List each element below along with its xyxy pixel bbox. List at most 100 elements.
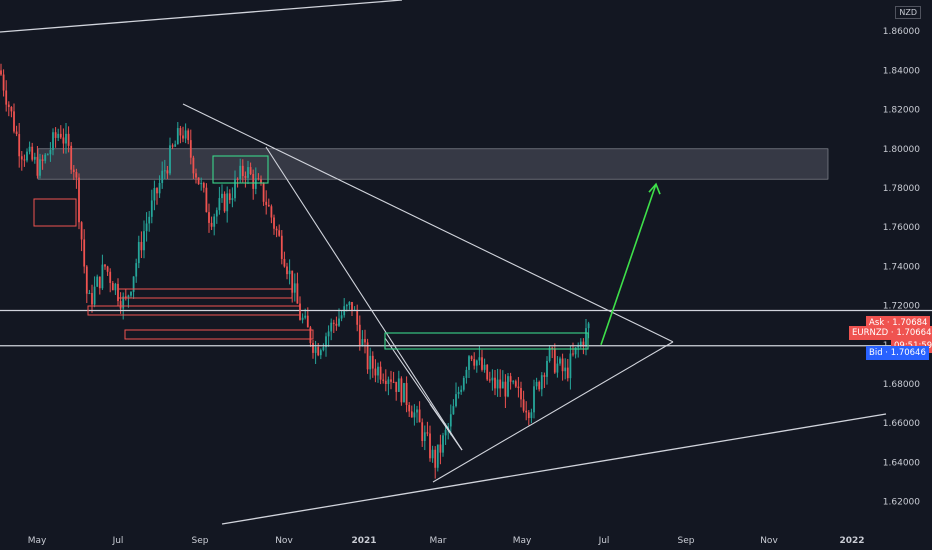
candle-body [421, 422, 424, 441]
candle-body [228, 193, 231, 200]
time-axis[interactable]: May Jul Sep Nov 2021 Mar May Jul Sep Nov 2022 [28, 536, 865, 546]
candle-body [468, 356, 470, 370]
candle-body [59, 133, 62, 138]
candle-body [345, 305, 348, 307]
candle-body [501, 381, 504, 389]
candle-body [96, 276, 99, 287]
candle-body [275, 228, 278, 231]
candle-body [317, 347, 320, 356]
candle-body [231, 198, 234, 200]
candle-body [460, 389, 463, 392]
candle-body [574, 347, 577, 355]
candle-body [239, 165, 242, 180]
candle-body [132, 276, 135, 292]
candle-body [533, 386, 535, 413]
candle-body [322, 347, 325, 351]
time-tick-label: May [513, 536, 532, 546]
candle-body [104, 264, 106, 267]
candle-body [67, 133, 70, 146]
candle-body [582, 341, 585, 347]
candle-body [358, 324, 361, 346]
candle-body [109, 271, 112, 283]
drawings-layer [0, 0, 932, 525]
candle-body [522, 399, 525, 411]
candle-body [70, 145, 73, 170]
candle-body [452, 406, 455, 415]
candle-body [457, 391, 460, 395]
candle-body [429, 433, 431, 459]
candle-body [75, 171, 78, 178]
candle-body [218, 198, 221, 211]
candle-body [85, 266, 88, 294]
candle-body [122, 296, 125, 309]
time-tick-label: Sep [678, 536, 695, 546]
candle-body [262, 182, 265, 202]
candle-body [426, 432, 429, 434]
candle-body [348, 301, 351, 306]
candle-body [65, 133, 67, 144]
candle-body [23, 159, 26, 161]
candle-body [514, 381, 517, 387]
candle-body [400, 378, 403, 403]
candle-body [491, 377, 494, 381]
candle-body [72, 169, 75, 172]
candle-body [327, 331, 330, 337]
candle-body [234, 178, 236, 199]
candle-body [111, 282, 114, 291]
candle-body [223, 193, 226, 212]
candle-body [561, 358, 564, 372]
candle-body [509, 376, 512, 382]
candle-body [241, 165, 244, 177]
candle-body [540, 375, 543, 390]
triangle-upper-edge [182, 103, 674, 343]
candle-body [78, 177, 80, 223]
wedge-upper-line [265, 146, 463, 451]
candle-body [293, 283, 296, 293]
candle-body [351, 301, 353, 311]
time-tick-label: Mar [430, 536, 447, 546]
price-tick-label: 1.64000 [883, 458, 920, 468]
candle-body [156, 188, 158, 194]
candle-body [101, 264, 104, 289]
candle-body [283, 258, 286, 267]
bid-value: 1.70646 [890, 348, 926, 359]
candle-body [478, 357, 481, 361]
candle-body [163, 170, 166, 172]
candle-body [569, 353, 572, 379]
candle-body [15, 131, 18, 135]
price-axis[interactable]: 1.86000 1.84000 1.82000 1.80000 1.78000 1.760… [883, 27, 920, 507]
candle-body [221, 193, 223, 199]
bid-label: Bid [869, 348, 883, 359]
candle-body [486, 364, 489, 380]
candle-body [273, 217, 275, 229]
price-tick-label: 1.76000 [883, 223, 920, 233]
candle-body [566, 367, 569, 379]
price-tick-label: 1.82000 [883, 106, 920, 116]
candle-body [257, 178, 260, 180]
candle-body [553, 348, 556, 373]
price-tick-label: 1.62000 [883, 498, 920, 508]
candle-body [33, 156, 36, 160]
candle-body [579, 341, 582, 347]
time-tick-label: Nov [760, 536, 778, 546]
candle-body [208, 212, 210, 223]
bid-price-tag: Bid · 1.70646 [866, 346, 929, 361]
candle-body [13, 111, 15, 132]
candle-body [312, 343, 314, 353]
candle-body [249, 167, 252, 175]
candle-body [174, 144, 177, 147]
price-tick-label: 1.86000 [883, 27, 920, 37]
candles-layer [0, 63, 590, 479]
price-tick-label: 1.66000 [883, 419, 920, 429]
candle-body [88, 293, 91, 295]
price-tick-label: 1.68000 [883, 380, 920, 390]
candle-body [361, 339, 364, 346]
candle-body [416, 409, 418, 413]
candle-body [410, 411, 413, 418]
candle-body [226, 193, 229, 212]
candle-body [319, 350, 322, 356]
candle-body [200, 182, 203, 185]
candle-body [31, 146, 34, 160]
candle-body [153, 188, 156, 201]
